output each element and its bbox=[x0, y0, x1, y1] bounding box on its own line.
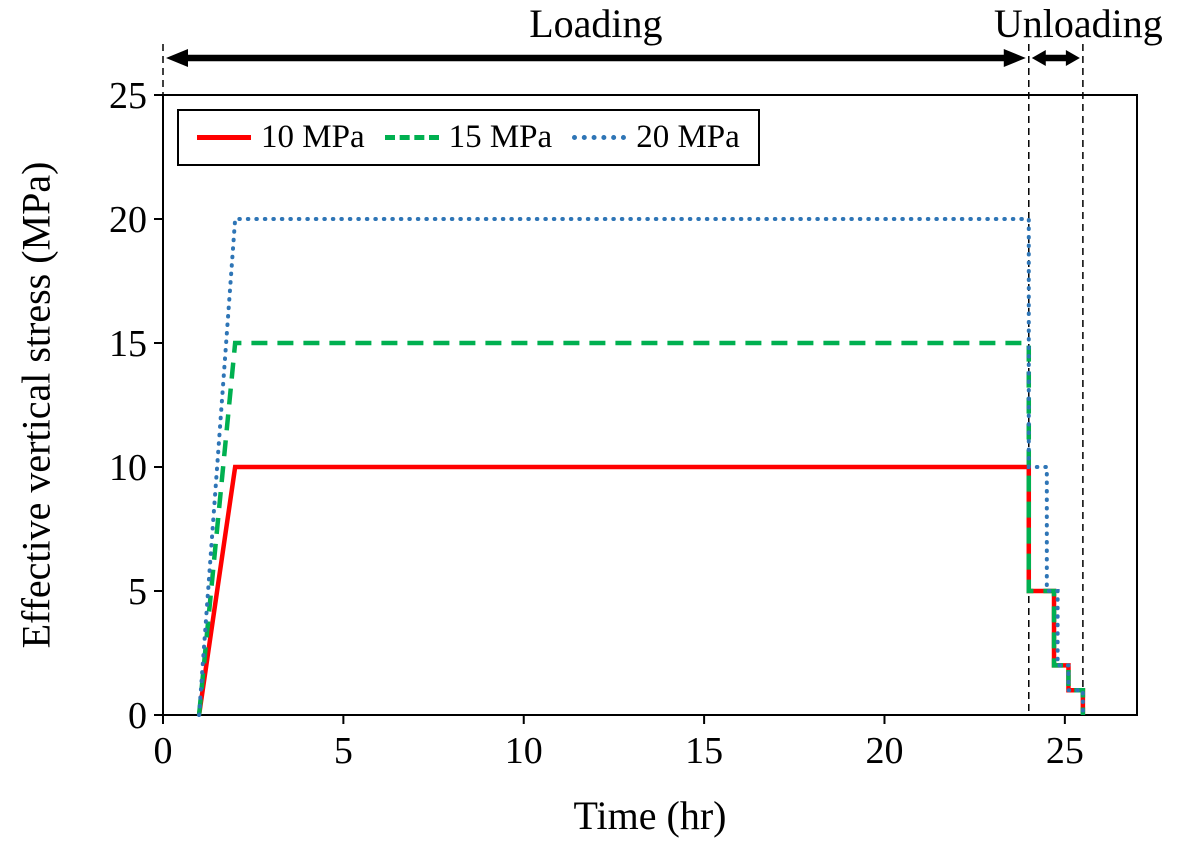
legend: 10 MPa 15 MPa 20 MPa bbox=[177, 109, 760, 166]
x-tick-label: 20 bbox=[865, 730, 903, 772]
y-tick-label: 15 bbox=[109, 323, 147, 365]
legend-swatch-solid bbox=[197, 135, 251, 140]
series-line-10-MPa bbox=[196, 464, 1086, 716]
x-tick-label: 10 bbox=[505, 730, 543, 772]
legend-label: 10 MPa bbox=[261, 119, 365, 155]
y-tick-label: 20 bbox=[109, 199, 147, 241]
legend-item-20-MPa: 20 MPa bbox=[572, 121, 740, 154]
series-line-15-MPa bbox=[196, 340, 1086, 716]
y-tick-label: 10 bbox=[109, 447, 147, 489]
legend-swatch-dashed bbox=[384, 135, 439, 140]
y-axis-label: Effective vertical stress (MPa) bbox=[13, 161, 59, 649]
plot-border bbox=[162, 94, 1138, 716]
x-tick-label: 25 bbox=[1046, 730, 1084, 772]
legend-swatch-dotted bbox=[572, 135, 627, 140]
x-tick-label: 15 bbox=[685, 730, 723, 772]
loading-phase-label: Loading bbox=[529, 1, 663, 46]
x-axis-label: Time (hr) bbox=[573, 793, 727, 838]
x-tick-label: 0 bbox=[154, 730, 173, 772]
unloading-arrow-left-head bbox=[1031, 50, 1046, 66]
unloading-phase-label: Unloading bbox=[993, 1, 1163, 46]
y-tick-label: 0 bbox=[128, 695, 147, 737]
y-tick-label: 5 bbox=[128, 571, 147, 613]
legend-label: 15 MPa bbox=[448, 119, 553, 155]
legend-item-10-MPa: 10 MPa bbox=[197, 121, 365, 154]
legend-label: 20 MPa bbox=[636, 119, 740, 155]
y-tick-label: 25 bbox=[109, 75, 147, 117]
x-tick-label: 5 bbox=[334, 730, 353, 772]
loading-arrow-left-head bbox=[166, 49, 188, 67]
legend-item-15-MPa: 15 MPa bbox=[384, 119, 553, 155]
series-line-20-MPa bbox=[197, 217, 1085, 717]
loading-arrow-right-head bbox=[1003, 49, 1026, 67]
unloading-arrow-right-head bbox=[1065, 50, 1080, 66]
